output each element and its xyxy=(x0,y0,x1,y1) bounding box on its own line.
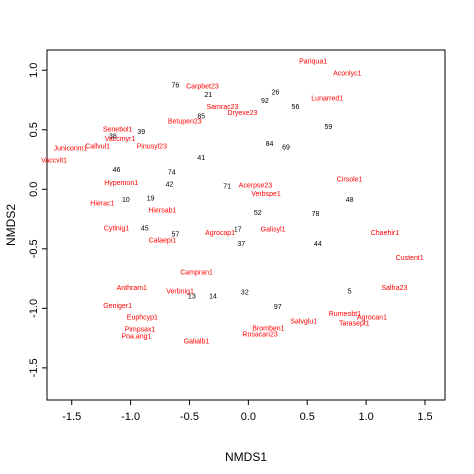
point-label: Galialb1 xyxy=(184,339,210,346)
point-label: Campran1 xyxy=(180,269,213,276)
point-label: 13 xyxy=(188,293,196,300)
point-label: Vaccvit1 xyxy=(41,158,67,165)
point-label: Agrocap1 xyxy=(205,230,235,237)
point-label: 84 xyxy=(266,141,274,148)
point-label: 10 xyxy=(122,197,130,204)
point-label: Euphcyp1 xyxy=(127,315,158,322)
x-tick-label: -0.5 xyxy=(180,411,199,423)
point-label: 32 xyxy=(241,290,249,297)
point-label: 92 xyxy=(261,98,269,105)
x-tick-label: 1.0 xyxy=(358,411,373,423)
y-tick-label: -0.5 xyxy=(28,239,40,258)
point-label: 57 xyxy=(171,231,179,238)
point-label: Anthram1 xyxy=(117,285,147,292)
point-label: Betupen23 xyxy=(168,118,202,125)
point-label: 97 xyxy=(274,304,282,311)
point-label: Agrocan1 xyxy=(357,315,387,322)
point-label: Senebol1 xyxy=(103,127,133,134)
plot-box xyxy=(46,49,446,401)
point-label: 48 xyxy=(346,197,354,204)
point-label: 46 xyxy=(113,167,121,174)
point-label: 41 xyxy=(197,155,205,162)
x-axis-title: NMDS1 xyxy=(225,450,267,464)
point-label: Cirsole1 xyxy=(337,177,363,184)
point-label: Geniger1 xyxy=(103,303,132,310)
point-label: Salfra23 xyxy=(381,285,407,292)
point-label: 37 xyxy=(237,241,245,248)
point-label: Lunarred1 xyxy=(311,96,343,103)
point-label: 19 xyxy=(147,196,155,203)
point-label: Pimpsax1 xyxy=(125,327,156,334)
x-tick-label: 0.5 xyxy=(300,411,315,423)
point-label: 85 xyxy=(197,114,205,121)
point-label: 52 xyxy=(254,210,262,217)
point-label: Galisyl1 xyxy=(261,227,286,234)
point-label: 69 xyxy=(282,144,290,151)
point-label: Cytlnig1 xyxy=(104,225,129,232)
x-tick-label: 1.5 xyxy=(417,411,432,423)
point-label: Chaehir1 xyxy=(371,230,400,237)
point-label: Calaepi1 xyxy=(149,237,177,244)
point-label: Tarasept1 xyxy=(339,321,370,328)
y-tick-label: -1.5 xyxy=(28,358,40,377)
point-label: Verbnig1 xyxy=(166,289,194,296)
y-tick-label: -1.0 xyxy=(28,299,40,318)
point-label: 56 xyxy=(292,104,300,111)
y-tick-label: 0.5 xyxy=(28,122,40,137)
point-label: 17 xyxy=(234,227,242,234)
y-tick-label: 1.0 xyxy=(28,63,40,78)
point-label: Samrac23 xyxy=(206,104,238,111)
point-label: Dryexe23 xyxy=(227,110,257,117)
point-label: Juniconm1 xyxy=(54,146,88,153)
y-axis-title: NMDS2 xyxy=(4,204,18,246)
point-label: Pinusyl23 xyxy=(137,143,167,150)
point-label: Vaccmyr1 xyxy=(105,136,136,143)
x-tick-label: 0.0 xyxy=(241,411,256,423)
point-label: 74 xyxy=(168,169,176,176)
point-label: 44 xyxy=(314,241,322,248)
point-label: 76 xyxy=(171,83,179,90)
point-label: 21 xyxy=(204,92,212,99)
point-label: 39 xyxy=(137,129,145,136)
y-tick-label: 0.0 xyxy=(28,182,40,197)
point-label: 71 xyxy=(223,184,231,191)
point-label: Callvul1 xyxy=(85,143,110,150)
x-tick-label: -1.0 xyxy=(121,411,140,423)
point-label: Hierac1 xyxy=(90,200,114,207)
point-label: 5 xyxy=(348,289,352,296)
point-label: Acerpse23 xyxy=(239,183,273,190)
point-label: Bromben1 xyxy=(252,325,284,332)
point-label: 45 xyxy=(141,225,149,232)
point-label: 78 xyxy=(312,211,320,218)
point-label: 38 xyxy=(109,134,117,141)
point-label: 14 xyxy=(209,293,217,300)
point-label: Salvglu1 xyxy=(290,318,317,325)
point-label: Custent1 xyxy=(396,255,424,262)
point-label: Verbspe1 xyxy=(251,191,281,198)
point-label: 26 xyxy=(272,90,280,97)
point-label: Pariqua1 xyxy=(299,59,327,66)
point-label: Carpbet23 xyxy=(186,84,219,91)
point-label: Poa.ang1 xyxy=(121,334,151,341)
x-tick-label: -1.5 xyxy=(62,411,81,423)
point-label: 42 xyxy=(166,181,174,188)
point-label: 59 xyxy=(325,124,333,131)
point-label: Aconlyc1 xyxy=(333,71,362,78)
point-label: Rosacan23 xyxy=(242,331,278,338)
point-label: Hypemon1 xyxy=(104,180,138,187)
point-label: Rumeobt1 xyxy=(329,311,361,318)
point-label: Hiersab1 xyxy=(148,208,176,215)
